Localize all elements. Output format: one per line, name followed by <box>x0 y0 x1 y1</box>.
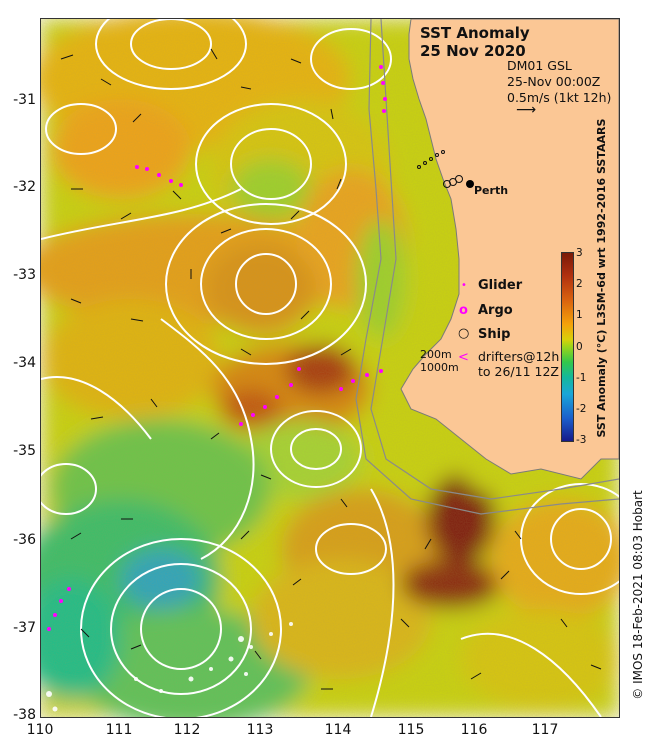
y-tick-33: -33 <box>13 267 36 283</box>
ship-track <box>417 150 463 188</box>
perth-label: Perth <box>474 184 509 197</box>
x-tick-111: 111 <box>105 722 133 738</box>
y-tick-35: -35 <box>13 443 36 459</box>
cb-tick-1: 1 <box>576 309 583 321</box>
ssh-contours <box>41 19 619 717</box>
vector-scale-label: 0.5m/s (1kt 12h) <box>507 90 612 105</box>
cb-tick-2: 2 <box>576 278 583 290</box>
timestamp-label: 25-Nov 00:00Z <box>507 74 601 89</box>
x-tick-117: 117 <box>531 722 559 738</box>
drifter-legend-icon: < <box>458 350 469 365</box>
cb-tick-0: 0 <box>576 341 583 353</box>
glider-tracks <box>47 65 387 631</box>
glider-legend-icon: • <box>461 280 467 291</box>
ship-legend-icon: ○ <box>458 326 470 341</box>
bathymetry-lines <box>355 19 619 515</box>
y-tick-31: -31 <box>13 92 36 108</box>
colorbar-title: SST Anomaly (°C) L3SM-6d wrt 1992-2016 S… <box>595 118 608 438</box>
x-tick-110: 110 <box>26 722 54 738</box>
legend-drifters-1: drifters@12h <box>478 349 560 364</box>
argo-legend-icon: o <box>459 303 468 318</box>
x-tick-113: 113 <box>246 722 274 738</box>
colorbar <box>561 252 574 442</box>
perth-marker-icon <box>466 180 474 188</box>
legend-drifters-2: to 26/11 12Z <box>478 364 559 379</box>
y-tick-36: -36 <box>13 532 36 548</box>
x-tick-112: 112 <box>173 722 201 738</box>
legend-glider: Glider <box>478 278 523 293</box>
legend-depth-200: 200m <box>420 348 452 361</box>
legend-ship: Ship <box>478 327 511 342</box>
x-tick-115: 115 <box>397 722 425 738</box>
cb-tick-m3: -3 <box>576 434 587 446</box>
cb-tick-m2: -2 <box>576 403 587 415</box>
y-tick-32: -32 <box>13 179 36 195</box>
credit-text: © IMOS 18-Feb-2021 08:03 Hobart <box>631 490 645 700</box>
map-date: 25 Nov 2020 <box>420 42 526 60</box>
map-title: SST Anomaly <box>420 24 530 42</box>
product-label: DM01 GSL <box>507 58 572 73</box>
map-panel[interactable] <box>40 18 620 718</box>
x-tick-114: 114 <box>324 722 352 738</box>
scale-arrow-icon: ⟶ <box>516 102 537 118</box>
y-tick-37: -37 <box>13 620 36 636</box>
current-vectors <box>60 48 602 690</box>
y-tick-38: -38 <box>13 707 36 723</box>
legend-depth-1000: 1000m <box>420 361 459 374</box>
cloud-gaps <box>46 622 293 712</box>
cb-tick-m1: -1 <box>576 372 587 384</box>
cb-tick-3: 3 <box>576 247 583 259</box>
sst-anomaly-map[interactable] <box>41 19 619 717</box>
y-tick-34: -34 <box>13 355 36 371</box>
x-tick-116: 116 <box>460 722 488 738</box>
legend-argo: Argo <box>478 303 513 318</box>
